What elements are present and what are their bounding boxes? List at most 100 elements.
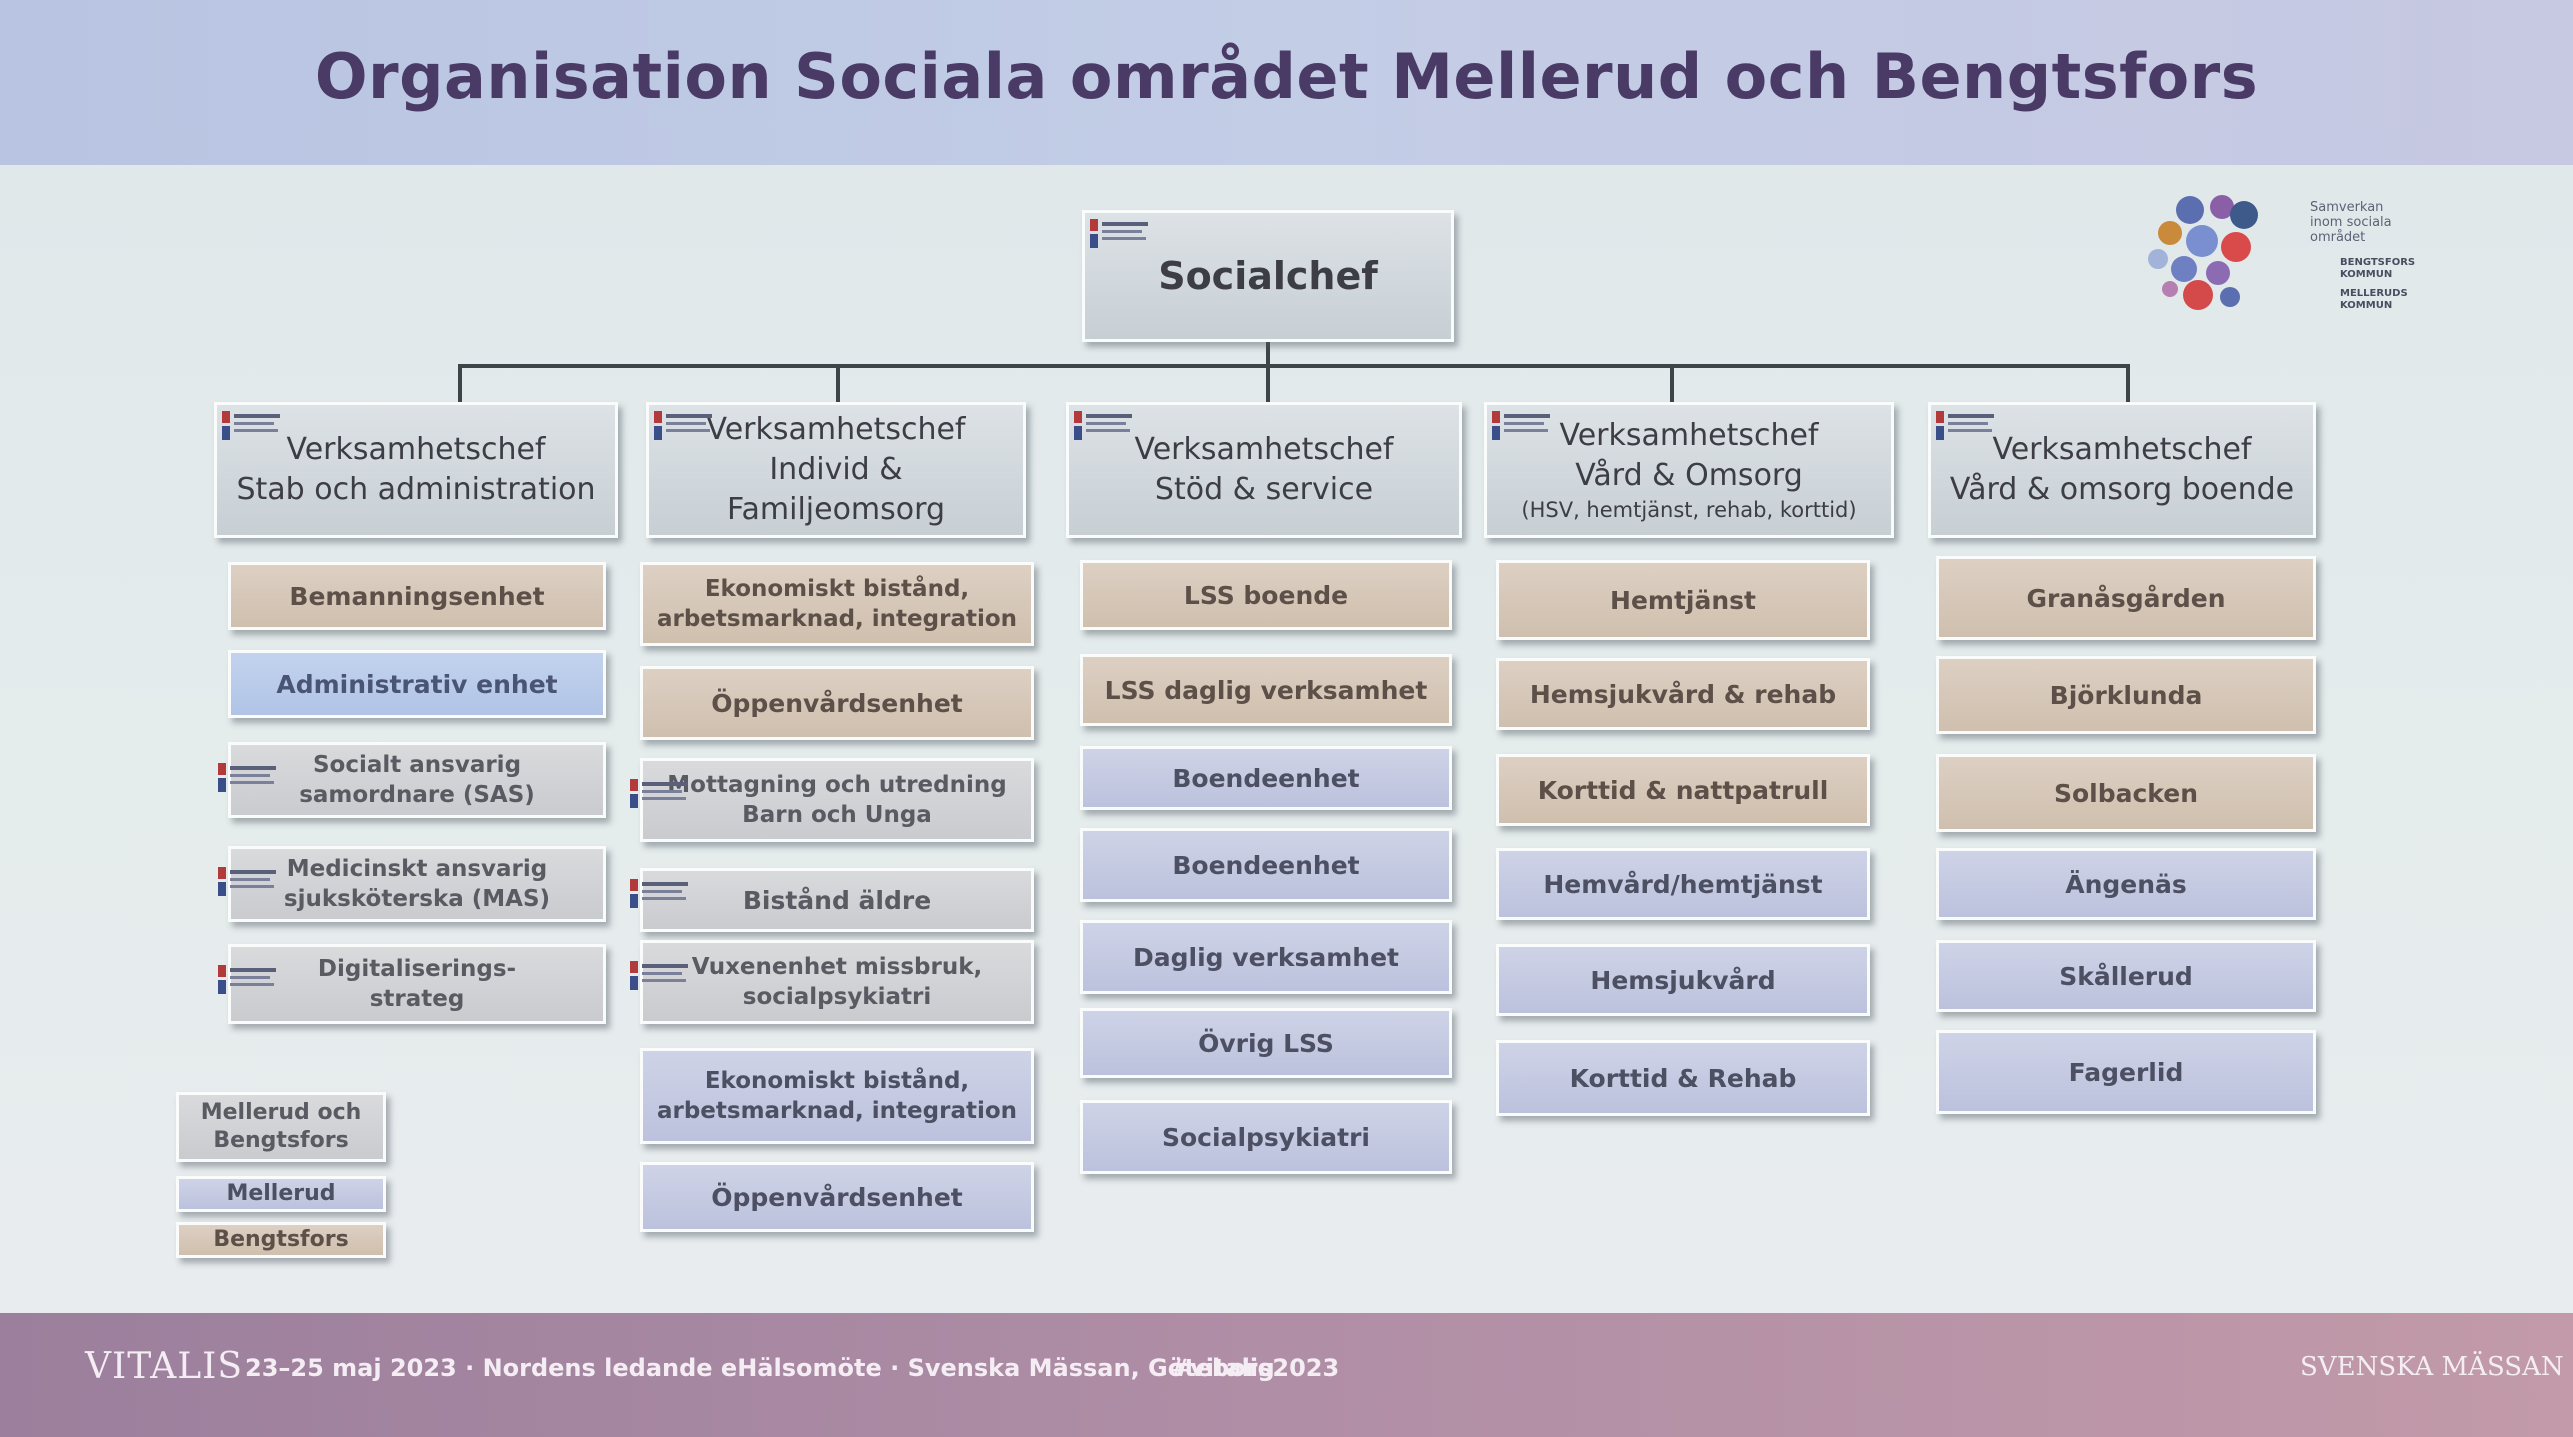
municipality-emblem-icon: [1074, 411, 1132, 440]
socialchef-label: Socialchef: [1158, 254, 1378, 298]
unit-label: Övrig LSS: [1198, 1028, 1334, 1058]
unit-label: Öppenvårdsenhet: [711, 688, 963, 718]
municipality-emblem-icon: [218, 965, 276, 994]
verksamhetschef-line: Verksamhetschef: [706, 412, 966, 447]
verksamhetschef-line: Stab och administration: [236, 472, 596, 507]
municipality-emblem-icon: [1492, 411, 1550, 440]
unit-label: LSS boende: [1183, 580, 1349, 610]
legend-mellerud: Mellerud: [176, 1176, 386, 1212]
legend-mellerud-label: Mellerud: [226, 1181, 336, 1206]
municipality-emblem-icon: [630, 961, 688, 990]
unit-label: Boendeenhet: [1172, 763, 1360, 793]
unit-label: Daglig verksamhet: [1133, 942, 1399, 972]
legend-both-line-2: Bengtsfors: [213, 1128, 349, 1153]
unit-label-line: arbetsmarknad, integration: [656, 606, 1018, 632]
unit-label: Korttid & nattpatrull: [1537, 775, 1829, 805]
unit-box: Korttid & nattpatrull: [1496, 754, 1870, 826]
verksamhetschef-line: Verksamhetschef: [1992, 432, 2252, 467]
unit-box: Björklunda: [1936, 656, 2316, 734]
verksamhetschef-line: Vård & omsorg boende: [1949, 472, 2295, 507]
verksamhetschef-line: Vård & Omsorg: [1575, 458, 1803, 493]
unit-box: Ängenäs: [1936, 848, 2316, 920]
partner-logo-bengtsfors: BENGTSFORS KOMMUN: [2340, 257, 2416, 280]
legend-bengtsfors-label: Bengtsfors: [213, 1227, 349, 1252]
partner-logo-icon: [2148, 195, 2258, 310]
municipality-emblem-icon: [654, 411, 712, 440]
municipality-emblem-icon: [1936, 411, 1994, 440]
municipality-emblem-icon: [218, 867, 276, 896]
unit-label: Hemtjänst: [1610, 585, 1756, 615]
footer-event-text: 23–25 maj 2023 · Nordens ledande eHälsom…: [245, 1354, 1275, 1382]
verksamhetschef-line: Stöd & service: [1154, 472, 1374, 507]
unit-label-line: Vuxenenhet missbruk,: [691, 954, 983, 980]
unit-label: Hemsjukvård & rehab: [1529, 679, 1837, 709]
unit-label: Granåsgården: [2026, 583, 2226, 613]
legend-bengtsfors: Bengtsfors: [176, 1222, 386, 1258]
unit-box: Bistånd äldre: [640, 868, 1034, 932]
unit-box: Socialt ansvarig samordnare (SAS): [228, 742, 606, 818]
unit-box: Ekonomiskt bistånd, arbetsmarknad, integr…: [640, 562, 1034, 646]
unit-box: Socialpsykiatri: [1080, 1100, 1452, 1174]
municipality-emblem-icon: [1090, 219, 1148, 248]
unit-box: Hemsjukvård & rehab: [1496, 658, 1870, 730]
unit-label: Administrativ enhet: [276, 669, 558, 699]
municipality-emblem-icon: [222, 411, 280, 440]
unit-label-line: Ekonomiskt bistånd,: [704, 576, 970, 602]
unit-label-line: strateg: [369, 986, 465, 1012]
unit-label-line: Ekonomiskt bistånd,: [704, 1068, 970, 1094]
unit-box: Solbacken: [1936, 754, 2316, 832]
footer-hashtag: #vitalis2023: [1170, 1354, 1340, 1382]
verksamhetschef-box-2: Verksamhetschef Individ & Familjeomsorg: [646, 402, 1026, 538]
unit-box: Korttid & Rehab: [1496, 1040, 1870, 1116]
footer-brand-logo: VITALIS: [85, 1346, 244, 1387]
unit-box: Granåsgården: [1936, 556, 2316, 640]
municipality-emblem-icon: [630, 779, 688, 808]
unit-label-line: samordnare (SAS): [299, 782, 535, 808]
unit-label: Öppenvårdsenhet: [711, 1182, 963, 1212]
unit-box: Digitaliserings-strateg: [228, 944, 606, 1024]
verksamhetschef-box-4: Verksamhetschef Vård & Omsorg (HSV, hemtjä…: [1484, 402, 1894, 538]
unit-label: LSS daglig verksamhet: [1104, 675, 1428, 705]
unit-label: Bemanningsenhet: [289, 581, 545, 611]
unit-label: Bistånd äldre: [742, 885, 932, 915]
unit-label-line: arbetsmarknad, integration: [656, 1098, 1018, 1124]
connector-col-5: [2126, 364, 2130, 404]
unit-box: Hemtjänst: [1496, 560, 1870, 640]
unit-label: Solbacken: [2053, 778, 2199, 808]
unit-box: Bemanningsenhet: [228, 562, 606, 630]
unit-label: Ängenäs: [2065, 869, 2187, 899]
unit-box: Boendeenhet: [1080, 828, 1452, 902]
unit-box: Medicinskt ansvarig sjuksköterska (MAS): [228, 846, 606, 922]
connector-col-1: [458, 364, 462, 404]
legend-both-line-1: Mellerud och: [200, 1100, 362, 1125]
unit-box: Öppenvårdsenhet: [640, 1162, 1034, 1232]
connector-col-4: [1670, 364, 1674, 404]
unit-label: Hemvård/hemtjänst: [1543, 869, 1823, 899]
unit-box: LSS daglig verksamhet: [1080, 654, 1452, 726]
unit-label-line: sjuksköterska (MAS): [283, 886, 551, 912]
unit-box: Daglig verksamhet: [1080, 920, 1452, 994]
unit-label-line: Medicinskt ansvarig: [286, 856, 548, 882]
verksamhetschef-box-1: Verksamhetschef Stab och administration: [214, 402, 618, 538]
unit-label: Socialpsykiatri: [1162, 1122, 1370, 1152]
unit-box: Övrig LSS: [1080, 1008, 1452, 1078]
partner-logo-text: Samverkan inom sociala området: [2310, 200, 2392, 245]
verksamhetschef-line: Verksamhetschef: [286, 432, 546, 467]
municipality-emblem-icon: [630, 879, 688, 908]
unit-label: Björklunda: [2049, 680, 2203, 710]
unit-box: Hemvård/hemtjänst: [1496, 848, 1870, 920]
unit-label-line: Mottagning och utredning: [667, 772, 1007, 798]
unit-label-line: Digitaliserings-: [317, 956, 517, 982]
unit-label: Boendeenhet: [1172, 850, 1360, 880]
connector-col-3: [1266, 364, 1270, 404]
unit-label: Skållerud: [2059, 961, 2193, 991]
unit-label-line: Socialt ansvarig: [312, 752, 522, 778]
unit-label-line: socialpsykiatri: [742, 984, 932, 1010]
connector-root-down: [1266, 342, 1270, 366]
title-band: [0, 0, 2573, 165]
unit-box: Ekonomiskt bistånd, arbetsmarknad, integr…: [640, 1048, 1034, 1144]
unit-box: Boendeenhet: [1080, 746, 1452, 810]
verksamhetschef-line: Verksamhetschef: [1559, 418, 1819, 453]
unit-box: LSS boende: [1080, 560, 1452, 630]
